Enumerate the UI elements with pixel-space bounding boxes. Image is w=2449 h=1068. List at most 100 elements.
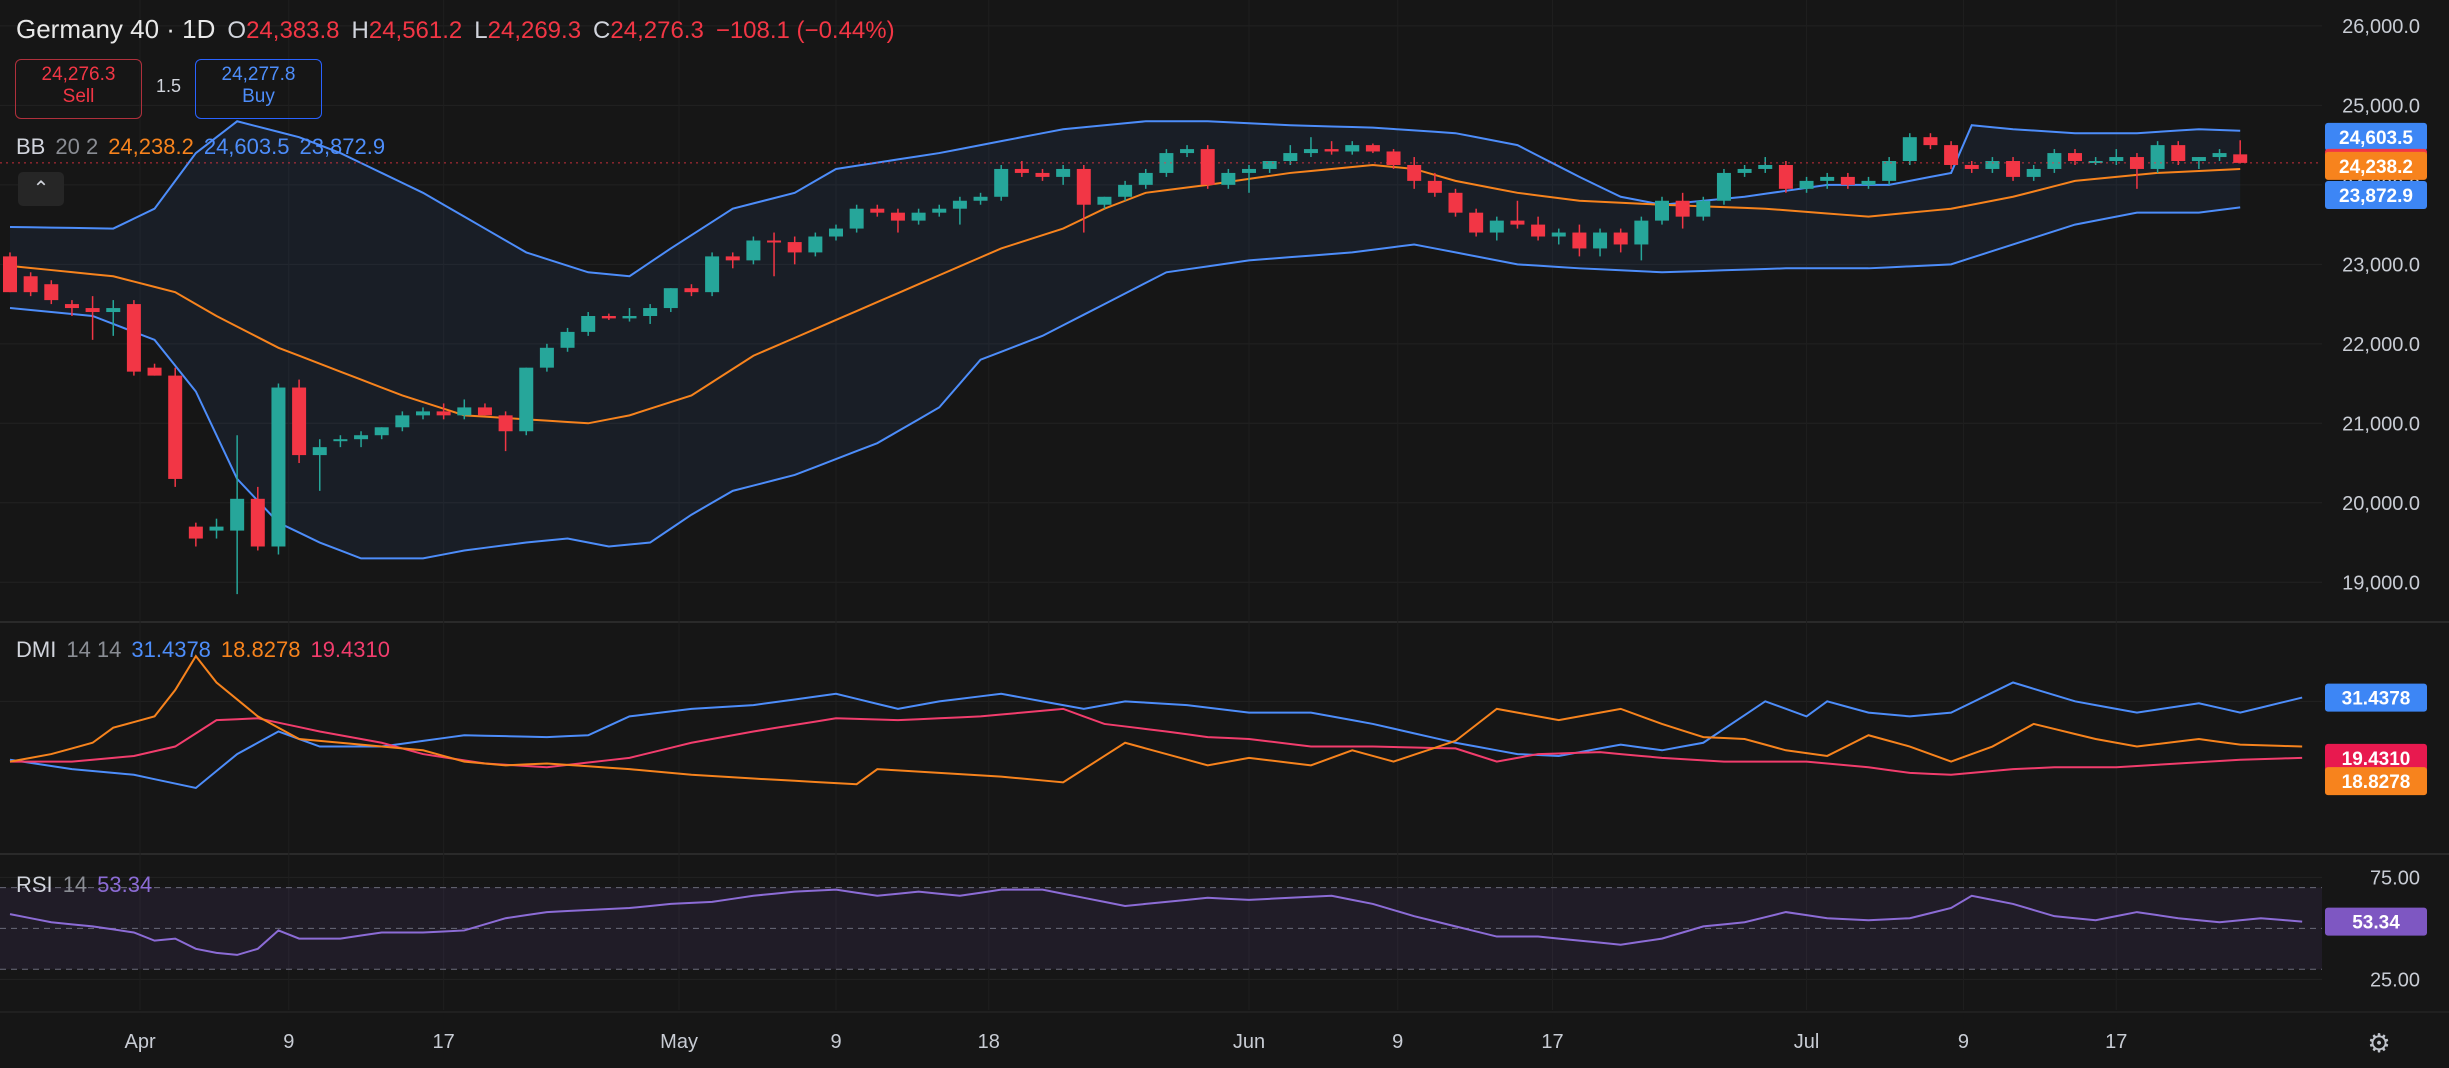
candle [436,411,451,416]
x-tick-label: 9 [1392,1031,1403,1053]
candle [1489,220,1504,233]
dmi-minus-badge-label: 19.4310 [2342,749,2411,770]
candle [1035,172,1050,177]
candle [1861,180,1876,185]
dmi-adx-badge [2325,767,2427,796]
y-tick-label: 23,000.0 [2342,254,2420,276]
y-tick-label: 25,000.0 [2342,95,2420,117]
rsi-legend[interactable]: RSI 14 53.34 [16,872,152,898]
y-tick-label: 25.00 [2370,969,2420,991]
candle [2026,168,2041,177]
close-value: 24,276.3 [610,17,704,44]
candle [601,316,616,319]
candle [1345,145,1360,152]
buy-label: Buy [242,86,275,107]
candle [1076,168,1091,205]
candle [1964,164,1979,169]
dmi-legend[interactable]: DMI 14 14 31.4378 18.8278 19.4310 [16,637,390,663]
low-label: L [474,17,488,44]
candle [1386,151,1401,165]
candle [1799,180,1814,189]
candle [643,308,658,316]
candle [2150,145,2165,169]
candle [519,367,534,432]
rsi-value: 53.34 [97,872,153,897]
candle [1097,196,1112,205]
candle [1159,153,1174,173]
time-axis[interactable]: Apr 9 17 May 9 18 Jun 9 17 Jul 9 17 [125,1031,2128,1053]
sell-button[interactable]: 24,276.3 Sell [15,59,142,119]
collapse-legend-button[interactable]: ⌃ [18,172,64,206]
candle [911,212,926,221]
candle [725,256,740,261]
change-value: −108.1 (−0.44%) [715,17,895,44]
candle [23,276,38,293]
candle [684,288,699,293]
candle [250,498,265,547]
candle [829,228,843,237]
bb-legend[interactable]: BB 20 2 24,238.2 24,603.5 23,872.9 [16,134,385,160]
candle [1448,192,1463,213]
x-tick-label: May [660,1031,698,1053]
x-tick-label: Jun [1233,1031,1265,1053]
candle [106,308,121,313]
buy-button[interactable]: 24,277.8 Buy [195,59,322,119]
open-value: 24,383.8 [246,17,340,44]
candle [952,200,967,209]
dmi-plus-badge [2325,683,2427,712]
candle [1737,168,1752,173]
candle [1716,172,1731,201]
candle [1303,149,1318,154]
x-tick-label: 17 [433,1031,455,1053]
candle [560,331,575,348]
rsi-line [9,888,2303,956]
candle [1531,224,1546,237]
x-tick-label: 9 [830,1031,841,1053]
candle [663,288,678,309]
bb-basis-badge-label: 24,238.2 [2339,157,2413,178]
bb-basis-value: 24,238.2 [108,134,194,159]
bb-band-area [10,121,2241,559]
open-label: O [227,17,247,44]
rsi-badge-label: 53.34 [2352,913,2400,934]
price-axis[interactable]: 26,000.025,000.024,000.023,000.022,000.0… [2325,16,2427,992]
candle [767,240,782,243]
candle [477,407,492,416]
candle [1551,232,1566,237]
gear-icon[interactable]: ⚙ [2367,1028,2391,1058]
candle [890,212,905,221]
dmi-adx-value: 18.8278 [220,637,301,662]
candle [333,439,348,442]
candle [1324,149,1339,152]
high-label: H [351,17,369,44]
candle [1283,153,1298,162]
candle [870,208,885,213]
candle [188,526,203,539]
y-tick-label: 19,000.0 [2342,572,2420,594]
candle [1407,164,1422,181]
rsi-name: RSI [16,872,53,897]
symbol-title[interactable]: Germany 40 · 1D [16,14,216,44]
candle [292,387,307,456]
dmi-minus-line [10,707,2303,776]
candle [808,236,823,253]
candle [147,367,162,376]
candle [168,375,183,479]
candle [416,411,430,416]
dmi-adx-badge-label: 18.8278 [2342,772,2411,793]
candle [1758,164,1773,169]
chevron-up-icon: ⌃ [32,178,50,200]
x-tick-label: 17 [1541,1031,1563,1053]
candle [1902,137,1917,162]
dmi-adx-line [9,654,2303,786]
candle [746,240,761,261]
candle [1056,168,1071,177]
candle [1469,212,1484,233]
candle [1262,161,1277,169]
candle [1882,161,1897,181]
candle [1634,220,1649,245]
candle [539,347,554,368]
candle [230,498,245,531]
x-tick-label: 9 [1958,1031,1969,1053]
